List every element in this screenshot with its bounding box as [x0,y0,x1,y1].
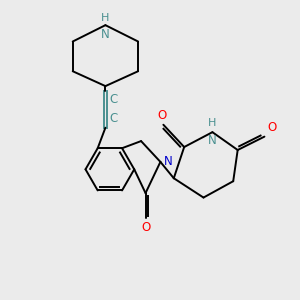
Text: N: N [164,155,173,168]
Text: N: N [208,134,217,147]
Text: C: C [109,93,117,106]
Text: H: H [208,118,217,128]
Text: N: N [101,28,110,40]
Text: O: O [157,109,167,122]
Text: O: O [267,121,277,134]
Text: O: O [141,221,150,234]
Text: H: H [101,13,110,23]
Text: C: C [109,112,117,125]
